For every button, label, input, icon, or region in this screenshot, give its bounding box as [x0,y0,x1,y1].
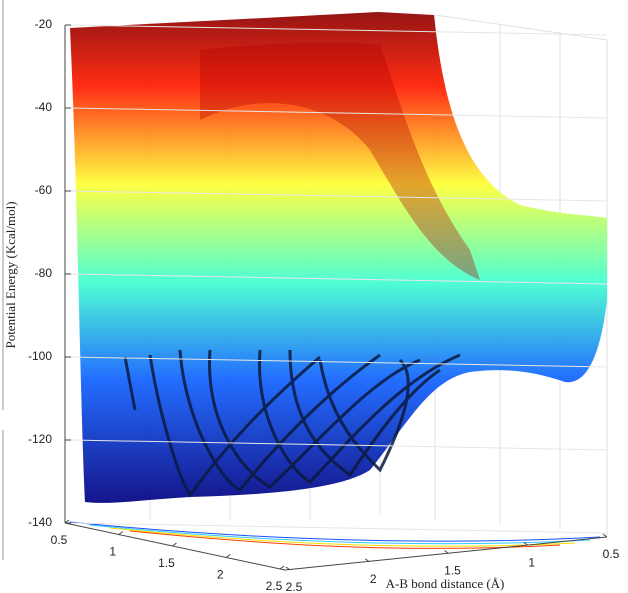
grid-line [70,439,608,451]
x-tick-label: 2 [370,572,377,586]
x-tick [523,541,529,546]
y-tick [118,531,124,535]
x-tick [602,533,608,538]
y-tick-label: 2.5 [266,579,283,593]
grid-line [70,107,608,119]
y-tick [64,519,70,524]
y-tick [279,565,285,570]
x-tick [444,550,449,554]
z-tick-label: -120 [28,432,52,446]
z-tick-label: -80 [35,266,53,280]
z-tick-label: -40 [35,100,53,114]
z-tick-label: -60 [35,183,53,197]
z-tick-label: -140 [28,515,52,529]
contour-floor [69,521,601,549]
x-tick-label: 2.5 [286,580,303,593]
y-tick-label: 1.5 [158,556,175,570]
grid-line [70,24,608,36]
y-tick-label: 2 [217,568,224,582]
y-tick [172,542,177,547]
grid-line [70,273,608,285]
trajectory [123,349,461,498]
energy-surface [70,12,607,503]
y-tick-label: 0.5 [51,533,68,547]
z-axis-label: Potential Energy (Kcal/mol) [3,201,18,348]
x-tick [364,558,370,563]
x-tick [285,566,291,571]
surface-ridge [200,42,480,281]
x-tick-label: 1.5 [444,564,461,578]
y-axis [64,522,286,571]
z-tick-label: -20 [35,17,53,31]
x-tick-label: 0.5 [603,547,620,561]
x-axis-label: A-B bond distance (Å) [386,576,505,591]
y-tick [225,554,231,558]
grid-line [70,190,608,202]
grid-line [70,356,608,368]
y-tick-label: 1 [109,545,116,559]
x-axis [284,536,608,571]
x-tick-label: 1 [528,555,535,569]
z-tick-label: -100 [28,349,52,363]
grid-line [70,522,608,534]
